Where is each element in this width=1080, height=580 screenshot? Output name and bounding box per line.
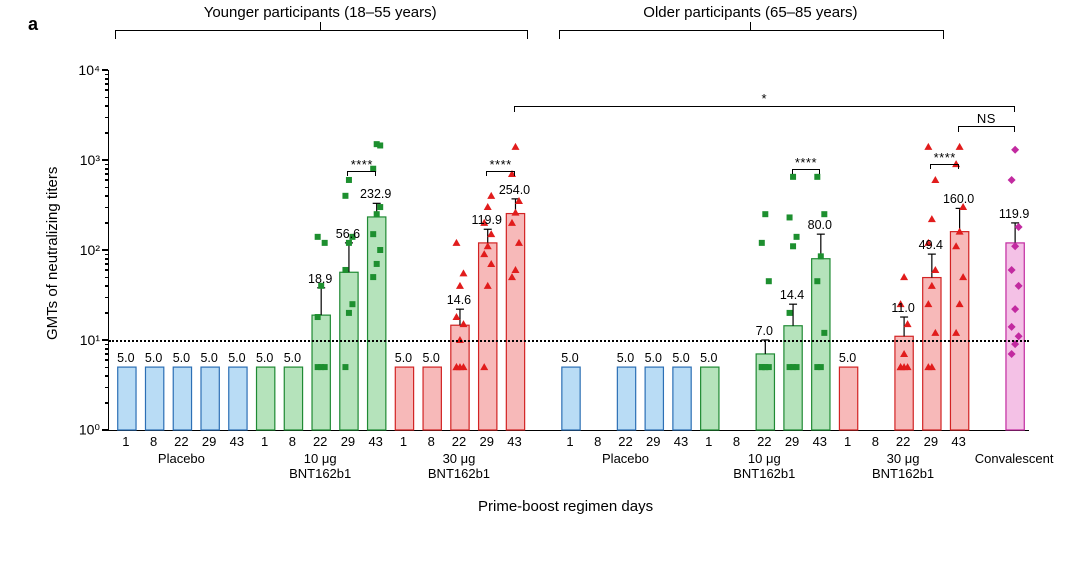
xtick-day: 29 — [202, 434, 216, 449]
xtick-day: 29 — [479, 434, 493, 449]
xtick-day: 43 — [230, 434, 244, 449]
xtick-day: 22 — [174, 434, 188, 449]
xtick-day: 43 — [951, 434, 965, 449]
xtick-day: 29 — [924, 434, 938, 449]
xtick-day: 29 — [341, 434, 355, 449]
dose-group-label: Placebo — [602, 452, 649, 467]
xtick-day: 1 — [566, 434, 573, 449]
xtick-day: 22 — [452, 434, 466, 449]
xtick-day: 8 — [289, 434, 296, 449]
xtick-day: 29 — [785, 434, 799, 449]
xtick-day: 29 — [646, 434, 660, 449]
xtick-day: 1 — [400, 434, 407, 449]
figure: a GMTs of neutralizing titers 10⁰10¹10²1… — [0, 0, 1080, 580]
dose-group-label: 30 μgBNT162b1 — [428, 452, 490, 482]
xtick-day: 43 — [507, 434, 521, 449]
dose-group-label: Convalescent — [975, 452, 1054, 467]
x-axis-label: Prime-boost regimen days — [478, 498, 653, 515]
xtick-day: 8 — [150, 434, 157, 449]
xtick-day: 1 — [705, 434, 712, 449]
dose-group-label: 10 μgBNT162b1 — [289, 452, 351, 482]
dose-group-label: 30 μgBNT162b1 — [872, 452, 934, 482]
xtick-day: 8 — [872, 434, 879, 449]
xtick-day: 8 — [594, 434, 601, 449]
xtick-day: 1 — [122, 434, 129, 449]
xtick-day: 22 — [757, 434, 771, 449]
xtick-day: 22 — [896, 434, 910, 449]
xtick-container: 1 8 22 29 43 1 8 22 29 43 1 8 22 29 43 1 8 22 29 43 1 8 22 29 43… — [0, 0, 1080, 580]
xtick-day: 8 — [733, 434, 740, 449]
dose-group-label: 10 μgBNT162b1 — [733, 452, 795, 482]
xtick-day: 22 — [313, 434, 327, 449]
xtick-day: 43 — [674, 434, 688, 449]
xtick-day: 43 — [813, 434, 827, 449]
xtick-day: 1 — [844, 434, 851, 449]
dose-group-label: Placebo — [158, 452, 205, 467]
xtick-day: 1 — [261, 434, 268, 449]
xtick-day: 22 — [618, 434, 632, 449]
xtick-day: 43 — [368, 434, 382, 449]
xtick-day: 8 — [428, 434, 435, 449]
